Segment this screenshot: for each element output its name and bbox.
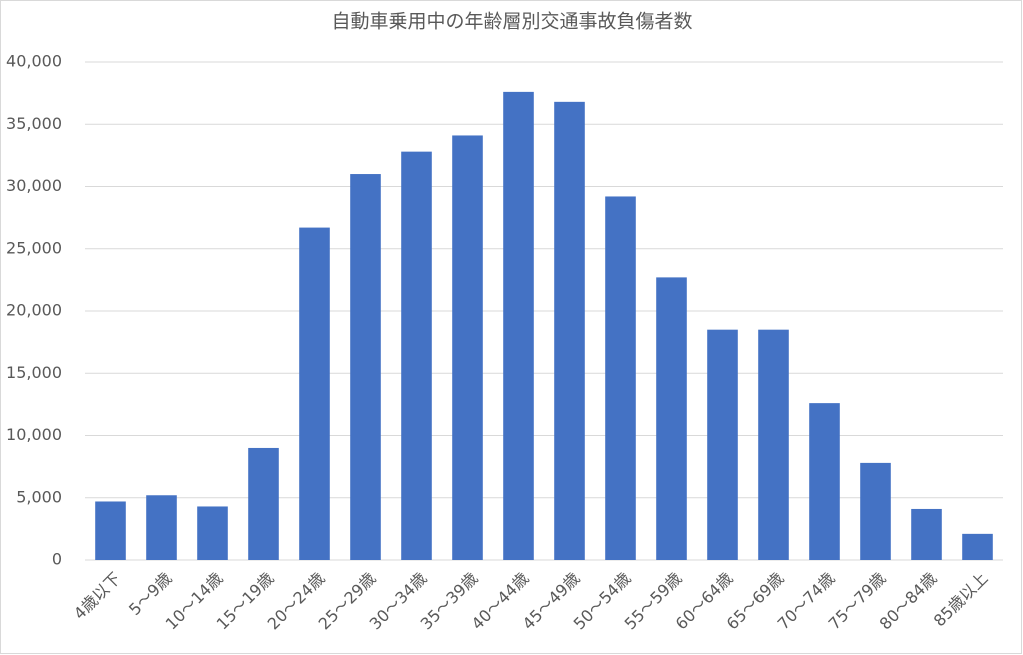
y-tick-label: 40,000 [6,52,62,71]
bar [758,329,789,560]
bar [452,135,483,560]
bar [248,447,279,560]
y-tick-label: 20,000 [6,301,62,320]
bar [299,227,330,560]
bar [707,329,738,560]
y-tick-label: 15,000 [6,363,62,382]
bar [860,462,891,560]
y-tick-label: 5,000 [16,487,62,506]
bar [146,495,177,560]
bar [962,533,993,560]
bar [197,506,228,560]
bar [911,508,942,560]
y-tick-label: 10,000 [6,425,62,444]
bar [503,91,534,560]
bar [656,277,687,560]
y-tick-label: 35,000 [6,114,62,133]
bar [554,101,585,560]
bar [350,174,381,561]
y-tick-label: 25,000 [6,238,62,257]
chart-title: 自動車乗用中の年齢層別交通事故負傷者数 [331,11,692,33]
bar [95,501,126,560]
bar [605,196,636,560]
y-tick-label: 30,000 [6,176,62,195]
bar [401,151,432,560]
y-tick-label: 0 [52,550,62,569]
bar [809,403,840,560]
